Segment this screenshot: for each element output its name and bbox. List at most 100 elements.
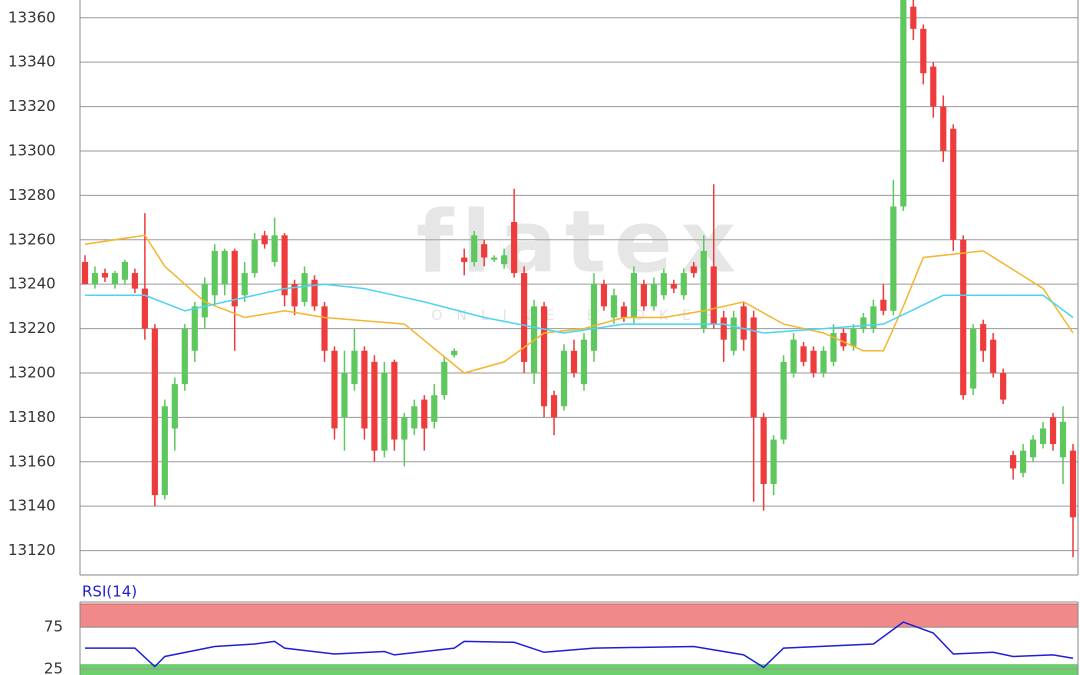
candle-body xyxy=(151,328,158,496)
candle-body xyxy=(221,250,228,285)
candle-body xyxy=(271,235,278,262)
candle-body xyxy=(321,306,328,351)
panel: 25 75 xyxy=(44,601,1079,675)
y-tick-label: 13320 xyxy=(8,97,56,115)
candle-body xyxy=(341,372,348,418)
y-tick-label: 13360 xyxy=(8,8,56,26)
candle-body xyxy=(980,324,987,351)
candle-body xyxy=(780,361,787,440)
candle-body xyxy=(301,273,308,302)
candle-body xyxy=(940,106,947,151)
candle-body xyxy=(660,273,667,296)
candle-body xyxy=(81,261,89,285)
candle-body xyxy=(91,273,99,285)
candle-body xyxy=(241,273,248,296)
candle-body xyxy=(560,350,568,407)
candle-body xyxy=(311,279,318,307)
candle-body xyxy=(640,284,647,307)
candle-body xyxy=(690,266,697,274)
candle-body xyxy=(770,439,777,484)
candle-body xyxy=(121,261,129,280)
candle-body xyxy=(291,284,298,307)
candle-body xyxy=(850,328,857,347)
y-tick-label: 13180 xyxy=(8,408,56,426)
candle-body xyxy=(451,350,458,356)
candle-body xyxy=(830,333,837,362)
candle-body xyxy=(501,255,508,265)
candle-body xyxy=(700,250,707,329)
candle-body xyxy=(820,350,827,373)
candle-body xyxy=(261,235,268,245)
candle-body xyxy=(590,284,598,351)
candle-body xyxy=(1000,372,1007,400)
candle-body xyxy=(511,222,518,274)
watermark-subtitle: ONLINE BROKER xyxy=(431,308,728,324)
candle-body xyxy=(650,284,657,307)
candle-body xyxy=(1059,421,1067,458)
candle-body xyxy=(910,6,917,29)
candle-body xyxy=(1020,450,1027,473)
candle-body xyxy=(131,273,138,289)
y-tick-label: 13280 xyxy=(8,186,56,204)
candle-body xyxy=(471,235,478,262)
candle-body xyxy=(970,328,977,389)
y-tick-label: 13140 xyxy=(8,497,56,515)
candle-body xyxy=(550,395,558,418)
candle-body xyxy=(171,384,178,429)
candle-body xyxy=(790,339,797,373)
candle-body xyxy=(720,317,727,340)
y-tick-label: 13200 xyxy=(8,363,56,381)
candle-body xyxy=(540,306,548,407)
candle-body xyxy=(960,239,967,396)
candle-body xyxy=(950,128,957,240)
candle-body xyxy=(461,257,468,262)
candle-body xyxy=(411,406,418,429)
watermark-logo: flatex xyxy=(416,192,744,292)
candle-body xyxy=(840,333,847,347)
y-tick-label: 75 xyxy=(44,618,63,636)
candle-body xyxy=(421,399,428,429)
candle-body xyxy=(760,417,767,484)
candle-body xyxy=(431,395,438,422)
candle-body xyxy=(1039,428,1047,445)
moving-average xyxy=(84,234,1074,374)
y-tick-label: 13160 xyxy=(8,452,56,470)
overbought-zone xyxy=(79,603,1079,628)
y-tick-label: 13120 xyxy=(8,541,56,559)
candle-body xyxy=(191,306,198,351)
watermark: flatex ONLINE BROKER xyxy=(416,192,744,324)
candle-body xyxy=(860,317,867,329)
candle-body xyxy=(351,350,358,385)
candle-body xyxy=(620,306,628,318)
candle-body xyxy=(281,235,288,296)
candle-body xyxy=(810,350,817,373)
candle-body xyxy=(441,361,448,396)
candle-body xyxy=(990,339,997,373)
candle-body xyxy=(201,284,208,318)
candle-body xyxy=(750,317,757,418)
candle-body xyxy=(900,0,907,207)
candle-body xyxy=(570,350,578,373)
candle-body xyxy=(391,361,398,440)
candle-body xyxy=(730,317,737,351)
candle-body xyxy=(181,328,188,385)
candle-body xyxy=(1069,450,1077,518)
candle-body xyxy=(231,250,238,307)
candle-body xyxy=(211,250,218,296)
y-tick-label: 13220 xyxy=(8,319,56,337)
rsi-title: RSI(14) xyxy=(82,583,137,601)
candle-body xyxy=(870,306,877,329)
y-tick-label: 13260 xyxy=(8,230,56,248)
candle-body xyxy=(521,273,528,362)
candle-body xyxy=(1029,439,1037,458)
candle-body xyxy=(101,273,109,278)
candle-body xyxy=(580,339,588,385)
candle-body xyxy=(1049,417,1057,445)
candle-body xyxy=(141,288,148,329)
candle-body xyxy=(1010,455,1017,469)
y-tick-label: 25 xyxy=(44,660,63,675)
candle-body xyxy=(251,239,258,274)
candle-body xyxy=(800,346,807,362)
moving-average xyxy=(85,283,1074,334)
